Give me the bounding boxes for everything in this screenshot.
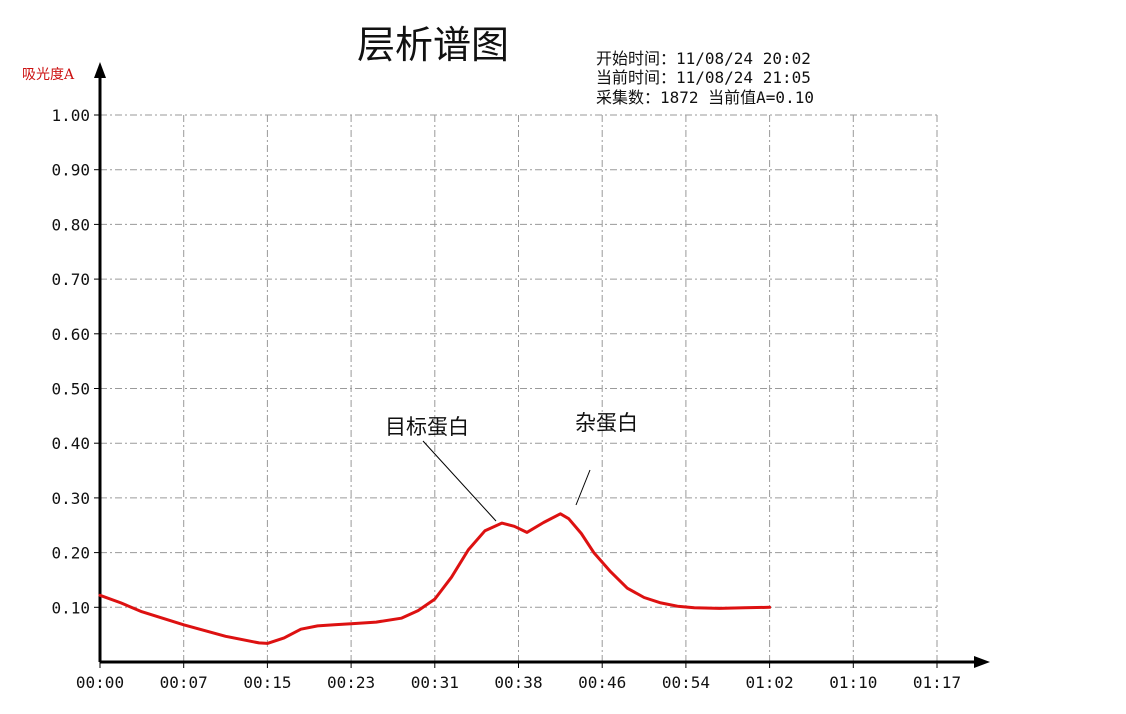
sample-count-text: 采集数：1872 当前值A=0.10 — [596, 88, 814, 107]
absorbance-series-line — [98, 512, 772, 645]
x-tick-label: 00:38 — [494, 673, 542, 692]
y-tick-label: 1.00 — [51, 106, 90, 125]
y-axis-arrow — [94, 62, 106, 78]
x-axis-arrow — [974, 656, 990, 668]
axes — [94, 62, 990, 668]
x-tick-label: 01:02 — [746, 673, 794, 692]
x-tick-labels: 00:00 00:07 00:15 00:23 00:31 00:38 00:46 00:54… — [76, 662, 961, 692]
y-tick-label: 0.70 — [51, 270, 90, 289]
y-axis-label: 吸光度A — [22, 67, 75, 83]
grid — [100, 114, 938, 662]
target-protein-annotation: 目标蛋白 — [385, 415, 469, 439]
y-tick-label: 0.10 — [51, 598, 90, 617]
y-tick-label: 0.40 — [51, 434, 90, 453]
y-tick-label: 0.90 — [51, 161, 90, 180]
x-tick-label: 00:07 — [160, 673, 208, 692]
x-tick-label: 00:46 — [578, 673, 626, 692]
x-tick-label: 01:10 — [829, 673, 877, 692]
x-tick-label: 00:23 — [327, 673, 375, 692]
current-time-text: 当前时间：11/08/24 21:05 — [596, 68, 811, 87]
y-tick-label: 0.60 — [51, 325, 90, 344]
y-tick-label: 0.30 — [51, 489, 90, 508]
chart-title: 层析谱图 — [357, 23, 509, 67]
start-time-text: 开始时间：11/08/24 20:02 — [596, 49, 811, 68]
x-tick-label: 00:54 — [662, 673, 710, 692]
x-tick-label: 00:31 — [411, 673, 459, 692]
impurity-protein-annotation: 杂蛋白 — [575, 411, 638, 435]
y-tick-label: 0.20 — [51, 544, 90, 563]
x-tick-label: 00:00 — [76, 673, 124, 692]
target-protein-leader-line — [422, 440, 497, 522]
y-tick-label: 0.50 — [51, 380, 90, 399]
x-tick-label: 00:15 — [243, 673, 291, 692]
y-tick-labels: 1.00 0.90 0.80 0.70 0.60 0.50 0.40 0.30 0.20 0.10 — [51, 106, 100, 617]
impurity-protein-leader-line — [575, 469, 591, 506]
x-tick-label: 01:17 — [913, 673, 961, 692]
y-tick-label: 0.80 — [51, 215, 90, 234]
annotations: 目标蛋白 杂蛋白 — [385, 411, 638, 522]
